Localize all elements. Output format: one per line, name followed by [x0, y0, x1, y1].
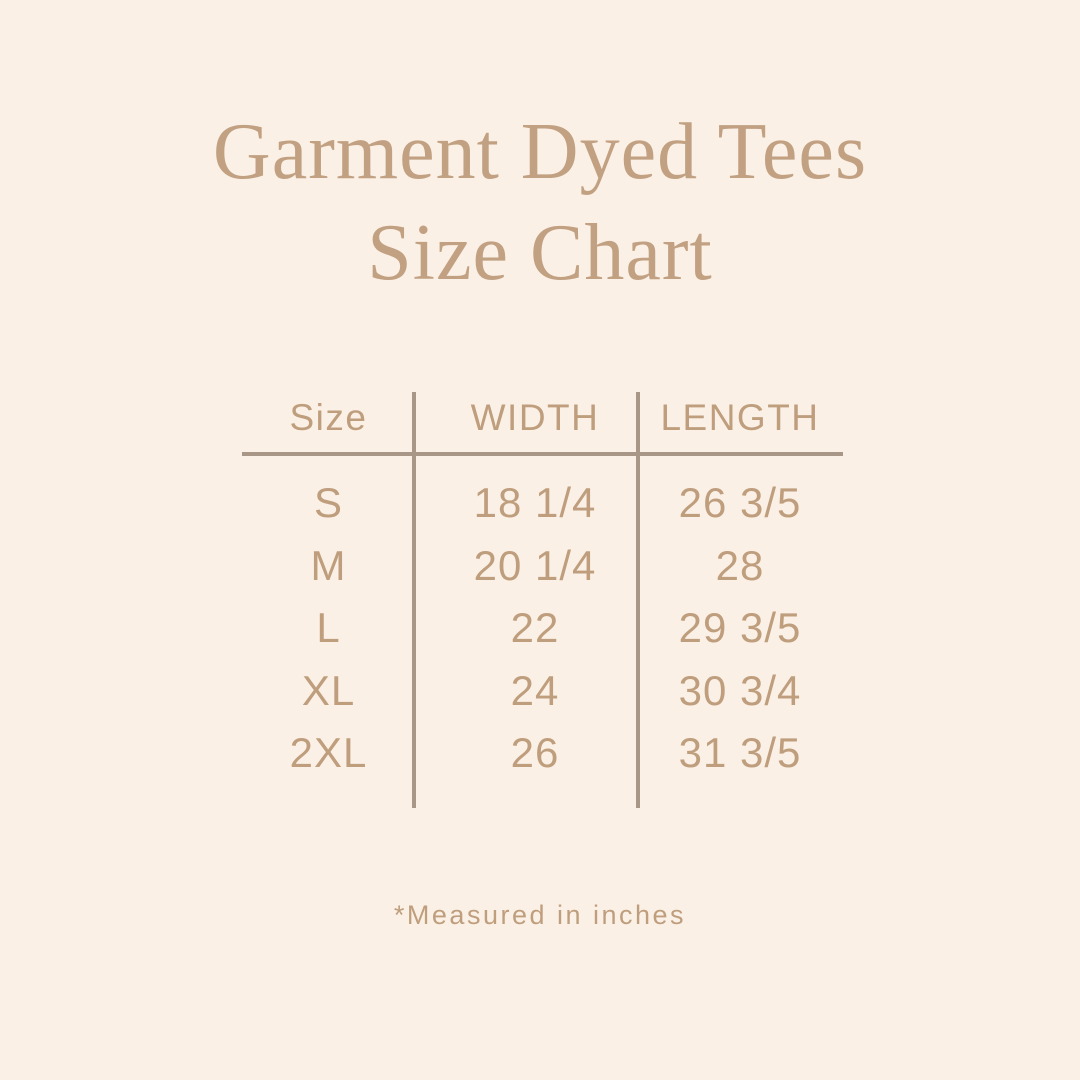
table-row-l: L 22 29 3/5 — [242, 600, 843, 656]
table-row-s: S 18 1/4 26 3/5 — [242, 475, 843, 531]
length-value: 29 3/5 — [678, 604, 802, 651]
length-value: 31 3/5 — [678, 729, 802, 776]
header-underline-rule — [242, 452, 843, 456]
size-label: 2XL — [289, 729, 368, 776]
column-header-size: Size — [289, 397, 368, 438]
size-label: XL — [301, 667, 356, 714]
title-line-2: Size Chart — [367, 209, 713, 297]
measurement-units-note: *Measured in inches — [393, 900, 687, 930]
size-chart-header-row: Size WIDTH LENGTH — [242, 395, 843, 441]
width-value: 18 1/4 — [473, 479, 597, 526]
table-row-m: M 20 1/4 28 — [242, 538, 843, 594]
length-value: 28 — [715, 542, 765, 589]
size-label: M — [310, 542, 347, 589]
column-header-length: LENGTH — [660, 397, 820, 438]
size-label: S — [313, 479, 343, 526]
table-row-xl: XL 24 30 3/4 — [242, 663, 843, 719]
length-value: 30 3/4 — [678, 667, 802, 714]
width-value: 24 — [510, 667, 560, 714]
width-value: 20 1/4 — [473, 542, 597, 589]
column-header-width: WIDTH — [470, 397, 600, 438]
column-divider-width-length — [636, 392, 640, 808]
width-value: 26 — [510, 729, 560, 776]
title-line-1: Garment Dyed Tees — [212, 108, 868, 196]
size-label: L — [316, 604, 341, 651]
table-row-2xl: 2XL 26 31 3/5 — [242, 725, 843, 781]
width-value: 22 — [510, 604, 560, 651]
length-value: 26 3/5 — [678, 479, 802, 526]
poster-title: Garment Dyed Tees Size Chart — [0, 102, 1080, 304]
column-divider-size-width — [412, 392, 416, 808]
